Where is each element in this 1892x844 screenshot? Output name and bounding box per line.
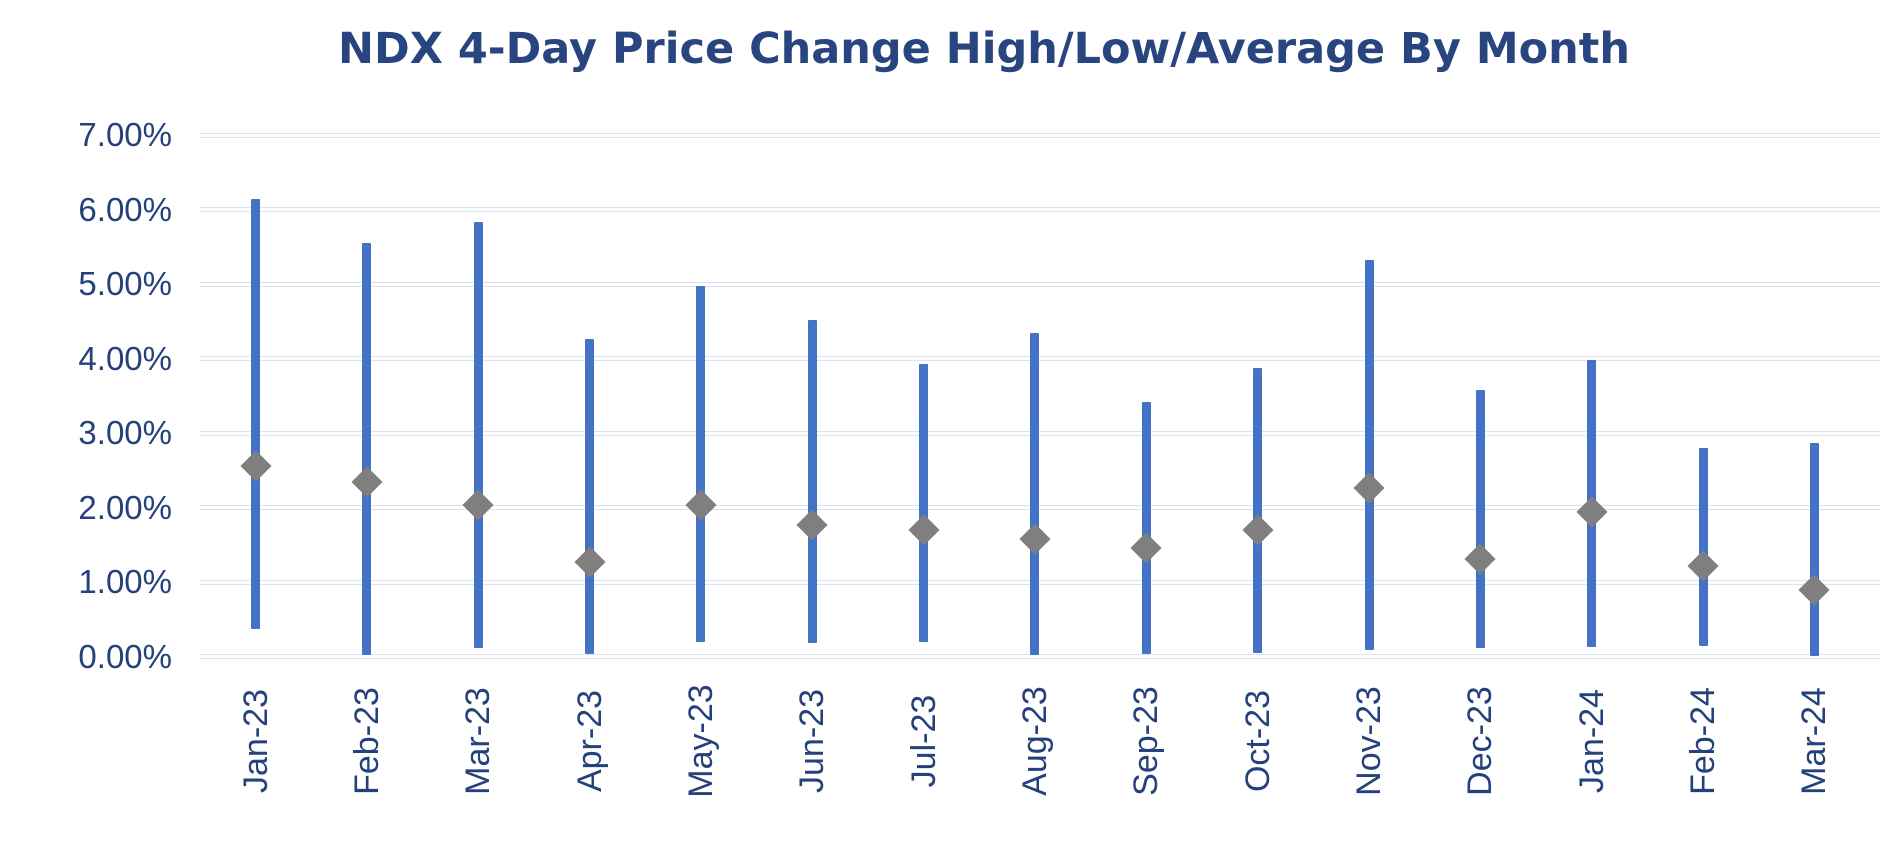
- x-axis-label-sep-23: Sep-23: [1127, 686, 1166, 796]
- range-bar-oct-23: [1253, 368, 1263, 653]
- y-axis-tick-label: 3.00%: [78, 414, 172, 451]
- gridline: [200, 505, 1880, 510]
- x-axis-label-mar-23: Mar-23: [459, 687, 498, 795]
- gridline: [200, 207, 1880, 212]
- x-axis-label-jul-23: Jul-23: [904, 694, 943, 788]
- chart-title: NDX 4-Day Price Change High/Low/Average …: [338, 24, 1630, 74]
- x-axis-label-jun-23: Jun-23: [793, 689, 832, 793]
- gridline: [200, 579, 1880, 585]
- average-diamond-marker-apr-23: [573, 546, 606, 578]
- x-axis-label-feb-24: Feb-24: [1684, 687, 1723, 795]
- range-bar-jun-23: [807, 319, 817, 644]
- y-axis-tick-label: 6.00%: [78, 190, 172, 228]
- average-diamond-marker-jan-23: [239, 450, 272, 482]
- gridline: [200, 654, 1880, 659]
- x-axis-label-oct-23: Oct-23: [1238, 689, 1277, 793]
- x-axis-label-jan-24: Jan-24: [1572, 689, 1611, 793]
- range-bar-dec-23: [1475, 389, 1485, 649]
- gridline: [200, 356, 1880, 361]
- average-diamond-marker-aug-23: [1019, 523, 1051, 555]
- x-axis-label-dec-23: Dec-23: [1461, 686, 1500, 796]
- y-axis-tick-label: 1.00%: [78, 563, 172, 600]
- range-bar-sep-23: [1141, 401, 1151, 655]
- x-axis-label-mar-24: Mar-24: [1795, 687, 1834, 795]
- x-axis-label-apr-23: Apr-23: [570, 689, 609, 793]
- range-bar-apr-23: [585, 339, 595, 655]
- average-diamond-marker-may-23: [685, 489, 717, 521]
- y-axis-tick-label: 7.00%: [78, 116, 172, 153]
- average-diamond-marker-feb-24: [1687, 550, 1719, 582]
- y-axis-tick-label: 4.00%: [78, 339, 172, 377]
- range-bar-feb-23: [362, 243, 372, 655]
- gridline: [200, 430, 1880, 436]
- average-diamond-marker-nov-23: [1353, 472, 1385, 504]
- range-bar-feb-24: [1698, 447, 1708, 647]
- average-diamond-marker-mar-23: [462, 489, 494, 521]
- x-axis-label-nov-23: Nov-23: [1350, 686, 1388, 796]
- range-bar-mar-23: [473, 222, 483, 649]
- average-diamond-marker-jan-24: [1576, 496, 1608, 528]
- average-diamond-marker-oct-23: [1242, 514, 1274, 546]
- x-axis-label-aug-23: Aug-23: [1015, 686, 1054, 796]
- gridline: [200, 281, 1880, 287]
- average-diamond-marker-dec-23: [1464, 543, 1496, 575]
- gridline: [200, 132, 1880, 138]
- range-bar-mar-24: [1809, 442, 1819, 656]
- range-bar-may-23: [696, 286, 706, 643]
- x-axis-label-feb-23: Feb-23: [347, 687, 386, 795]
- y-axis-tick-label: 2.00%: [78, 488, 172, 526]
- y-axis-tick-label: 0.00%: [78, 637, 172, 675]
- average-diamond-marker-feb-23: [351, 466, 383, 498]
- average-diamond-marker-sep-23: [1130, 532, 1162, 564]
- range-bar-aug-23: [1030, 333, 1040, 655]
- range-bar-jul-23: [919, 363, 929, 643]
- x-axis-label-jan-23: Jan-23: [236, 689, 275, 793]
- range-bar-jan-23: [251, 199, 260, 629]
- average-diamond-marker-jul-23: [908, 514, 940, 546]
- average-diamond-marker-jun-23: [796, 509, 828, 541]
- range-bar-nov-23: [1364, 260, 1374, 650]
- y-axis-tick-label: 5.00%: [78, 265, 172, 302]
- x-axis-label-may-23: May-23: [681, 684, 720, 798]
